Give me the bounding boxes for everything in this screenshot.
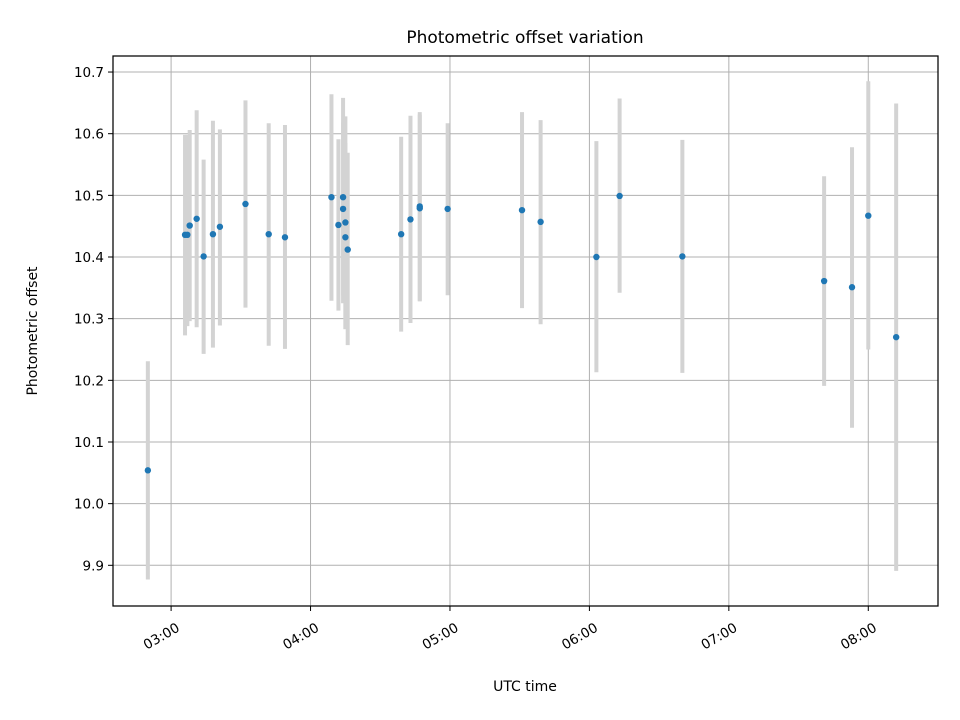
data-points: [144, 192, 900, 474]
x-tick-label: 03:00: [141, 620, 183, 653]
data-point: [342, 234, 349, 241]
x-tick-label: 08:00: [838, 620, 880, 653]
grid-lines: [113, 56, 938, 606]
data-point: [865, 212, 872, 219]
data-point: [328, 193, 335, 201]
data-point: [209, 230, 217, 238]
data-point: [616, 192, 623, 200]
data-point: [397, 230, 405, 238]
y-tick-label: 10.2: [74, 373, 104, 389]
data-point: [444, 205, 451, 213]
y-tick-label: 10.7: [74, 65, 104, 81]
data-point: [339, 205, 347, 213]
data-point: [407, 216, 414, 223]
y-tick-label: 10.4: [74, 250, 104, 266]
data-point: [144, 467, 152, 474]
data-point: [593, 253, 600, 261]
data-point: [184, 231, 191, 239]
data-point: [186, 222, 193, 229]
data-point: [335, 221, 342, 229]
x-axis-label: UTC time: [493, 679, 557, 695]
x-tick-label: 07:00: [699, 620, 741, 653]
error-bars: [145, 81, 899, 580]
data-point: [265, 230, 272, 238]
x-tick-label: 06:00: [559, 620, 601, 653]
y-axis-label: Photometric offset: [25, 266, 41, 396]
data-point: [344, 246, 351, 253]
data-point: [216, 223, 224, 230]
x-axis-ticks: 03:00 04:00 05:00 06:00 07:00 08:00: [141, 606, 880, 653]
y-tick-label: 10.1: [74, 435, 104, 451]
data-point: [892, 333, 900, 341]
data-point: [242, 200, 249, 208]
chart-title: Photometric offset variation: [406, 28, 643, 48]
data-point: [518, 206, 526, 214]
data-point: [200, 253, 207, 260]
y-tick-label: 9.9: [83, 558, 104, 574]
y-tick-label: 10.6: [74, 127, 104, 143]
plot-frame: [112, 55, 939, 607]
data-point: [679, 253, 686, 260]
data-point: [848, 284, 856, 291]
x-tick-label: 05:00: [420, 620, 462, 653]
y-tick-label: 10.3: [74, 312, 104, 328]
y-tick-label: 10.5: [74, 188, 104, 204]
data-point: [342, 219, 349, 226]
data-point: [281, 234, 289, 241]
data-point: [416, 205, 423, 212]
data-point: [193, 215, 200, 222]
y-tick-label: 10.0: [74, 497, 104, 513]
data-point: [537, 218, 544, 226]
data-point: [820, 277, 828, 285]
y-axis-ticks: 9.9 10.0 10.1 10.2 10.3 10.4 10.5 10.6 10.7: [74, 65, 113, 574]
x-tick-label: 04:00: [280, 620, 322, 653]
data-point: [339, 193, 347, 201]
